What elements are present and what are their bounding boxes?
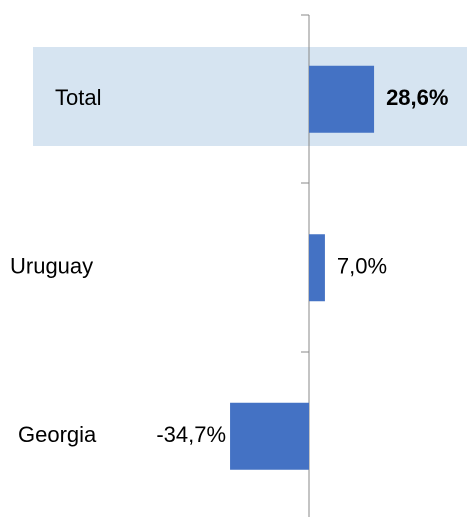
bar <box>309 234 325 302</box>
category-label: Total <box>55 85 101 110</box>
value-label: -34,7% <box>156 422 226 447</box>
category-label: Uruguay <box>10 254 93 279</box>
category-label: Georgia <box>18 422 97 447</box>
value-label: 28,6% <box>386 85 448 110</box>
highlight-band <box>33 47 467 146</box>
bar <box>230 402 309 470</box>
value-label: 7,0% <box>337 254 387 279</box>
bar <box>309 65 375 133</box>
